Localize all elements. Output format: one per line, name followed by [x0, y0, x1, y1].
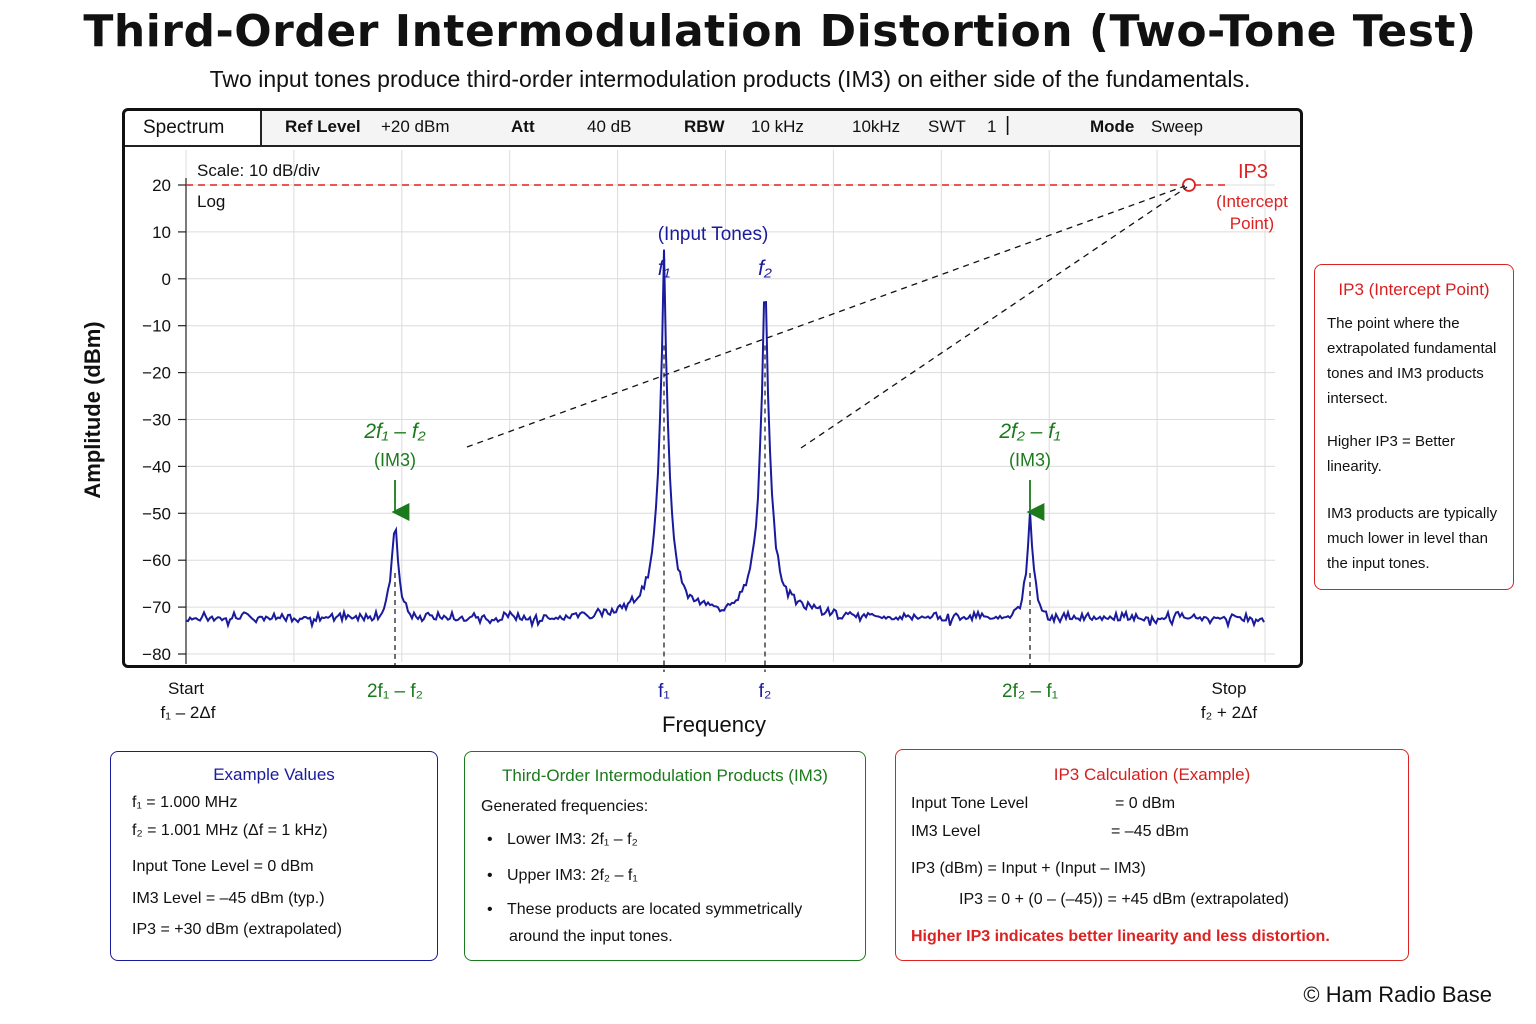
- ip3-sublabel-1: (Intercept: [1216, 192, 1288, 211]
- ip3-side-note: IP3 (Intercept Point) The point where th…: [1314, 264, 1514, 590]
- im3-products-title: Third-Order Intermodulation Products (IM…: [502, 766, 828, 785]
- y-tick-label: −70: [142, 598, 171, 617]
- guide-lines: [186, 178, 1228, 672]
- side-note-p3-l1: IM3 products are typically: [1327, 505, 1498, 522]
- y-axis-ticks: 20 10 0 −10 −20 −30 −40 −50 −60 −70 −80: [142, 176, 186, 664]
- im3-lower: Lower IM3: 2f₁ – f₂: [507, 831, 638, 848]
- cursor-bar-icon: |: [1005, 114, 1011, 136]
- input-tones-label: (Input Tones): [658, 224, 769, 245]
- im3-note-l1: These products are located symmetrically: [507, 901, 803, 918]
- y-tick-label: −40: [142, 457, 171, 476]
- x-peak-label: 2f₂ – f₁: [1002, 681, 1058, 702]
- example-f2: f₂ = 1.001 MHz (Δf = 1 kHz): [132, 822, 328, 839]
- im3-note-l2: around the input tones.: [509, 928, 673, 945]
- swt-label: SWT: [928, 117, 966, 136]
- im3-extrapolation-line: [800, 186, 1188, 449]
- swt-value[interactable]: 1: [987, 117, 997, 136]
- calc-input-label: Input Tone Level: [911, 795, 1029, 812]
- calc-conclusion: Higher IP3 indicates better linearity an…: [911, 928, 1330, 945]
- tab-spectrum[interactable]: Spectrum: [125, 111, 262, 145]
- im3-generated: Generated frequencies:: [481, 798, 649, 815]
- peak-sublabel: (IM3): [374, 450, 416, 470]
- y-tick-label: −30: [142, 411, 171, 430]
- example-im3-level: IM3 Level = –45 dBm (typ.): [132, 890, 325, 907]
- chart-labels: 2f₁ – f₂ 2f₁ – f₂ (IM3) f₁ f₁ f₂ f₂ 2f₂ – f₁ 2f₂…: [363, 257, 1061, 702]
- side-note-p1-l1: The point where the: [1327, 315, 1460, 332]
- page-subtitle: Two input tones produce third-order inte…: [209, 66, 1251, 92]
- side-note-p3-l3: the input tones.: [1327, 555, 1430, 572]
- spectrum-panel: Spectrum Ref Level +20 dBm Att 40 dB RBW…: [122, 108, 1303, 668]
- att-label: Att: [511, 117, 535, 136]
- y-tick-label: 0: [162, 270, 171, 289]
- calc-formula: IP3 (dBm) = Input + (Input – IM3): [911, 860, 1146, 877]
- bullet-icon: •: [487, 867, 493, 884]
- example-f1: f₁ = 1.000 MHz: [132, 794, 238, 811]
- x-peak-label: 2f₁ – f₂: [367, 681, 423, 702]
- peak-sublabel: (IM3): [1009, 450, 1051, 470]
- side-note-p1-l2: extrapolated fundamental: [1327, 340, 1497, 357]
- y-tick-label: 10: [152, 223, 171, 242]
- peak-label: 2f₂ – f₁: [998, 420, 1061, 443]
- calc-input-value: = 0 dBm: [1115, 795, 1176, 812]
- x-start-label-1: Start: [168, 679, 204, 698]
- side-note-p1-l3: tones and IM3 products: [1327, 365, 1484, 382]
- side-note-p1-l4: intersect.: [1327, 390, 1388, 407]
- ip3-sublabel-2: Point): [1230, 214, 1274, 233]
- rbw-value[interactable]: 10 kHz: [751, 117, 804, 136]
- example-ip3: IP3 = +30 dBm (extrapolated): [132, 921, 342, 938]
- y-tick-label: 20: [152, 176, 171, 195]
- side-note-p2-l1: Higher IP3 = Better: [1327, 433, 1455, 450]
- x-peak-label: f₂: [759, 681, 772, 702]
- calc-im3-value: = –45 dBm: [1111, 823, 1189, 840]
- side-note-p2-l2: linearity.: [1327, 458, 1382, 475]
- x-start-label-2: f₁ – 2Δf: [161, 703, 216, 722]
- vbw-value[interactable]: 10kHz: [852, 117, 901, 136]
- x-peak-label: f₁: [658, 681, 670, 702]
- y-tick-label: −10: [142, 317, 171, 336]
- ip3-calc-title: IP3 Calculation (Example): [1053, 765, 1251, 784]
- y-tick-label: −60: [142, 551, 171, 570]
- calc-im3-label: IM3 Level: [911, 823, 981, 840]
- side-note-title: IP3 (Intercept Point): [1338, 280, 1490, 299]
- att-value[interactable]: 40 dB: [587, 117, 632, 136]
- scale-mode: Log: [197, 192, 225, 211]
- y-axis-label: Amplitude (dBm): [80, 321, 105, 498]
- bullet-icon: •: [487, 831, 493, 848]
- bullet-icon: •: [487, 901, 493, 918]
- example-values-title: Example Values: [213, 765, 335, 784]
- spectrum-trace: [185, 249, 1265, 630]
- analyzer-toolbar: Spectrum Ref Level +20 dBm Att 40 dB RBW…: [125, 111, 1300, 147]
- peak-label: f₁: [658, 257, 671, 280]
- ip3-calc-box: IP3 Calculation (Example) Input Tone Lev…: [895, 749, 1409, 961]
- y-tick-label: −20: [142, 364, 171, 383]
- ref-level-label: Ref Level: [285, 117, 361, 136]
- x-axis-label: Frequency: [662, 712, 766, 737]
- scale-label: Scale: 10 dB/div: [197, 161, 320, 180]
- x-stop-label-2: f₂ + 2Δf: [1201, 703, 1258, 722]
- ref-level-value[interactable]: +20 dBm: [381, 117, 450, 136]
- fundamental-extrapolation-line: [466, 185, 1186, 448]
- example-values-box: Example Values f₁ = 1.000 MHz f₂ = 1.001…: [110, 751, 438, 961]
- example-input-level: Input Tone Level = 0 dBm: [132, 858, 314, 875]
- calc-result: IP3 = 0 + (0 – (–45)) = +45 dBm (extrapo…: [959, 891, 1289, 908]
- peak-label: f₂: [758, 257, 772, 280]
- page-title: Third-Order Intermodulation Distortion (…: [83, 6, 1477, 57]
- rbw-label: RBW: [684, 117, 725, 136]
- tab-spectrum-label: Spectrum: [143, 117, 225, 138]
- mode-label: Mode: [1090, 117, 1135, 136]
- x-stop-label-1: Stop: [1212, 679, 1247, 698]
- copyright: © Ham Radio Base: [1303, 982, 1492, 1007]
- mode-value[interactable]: Sweep: [1151, 117, 1203, 136]
- peak-label: 2f₁ – f₂: [363, 420, 425, 443]
- side-note-p3-l2: much lower in level than: [1327, 530, 1488, 547]
- im3-upper: Upper IM3: 2f₂ – f₁: [507, 867, 638, 884]
- y-tick-label: −80: [142, 645, 171, 664]
- y-tick-label: −50: [142, 504, 171, 523]
- im3-products-box: Third-Order Intermodulation Products (IM…: [464, 751, 866, 961]
- ip3-label: IP3: [1238, 161, 1268, 183]
